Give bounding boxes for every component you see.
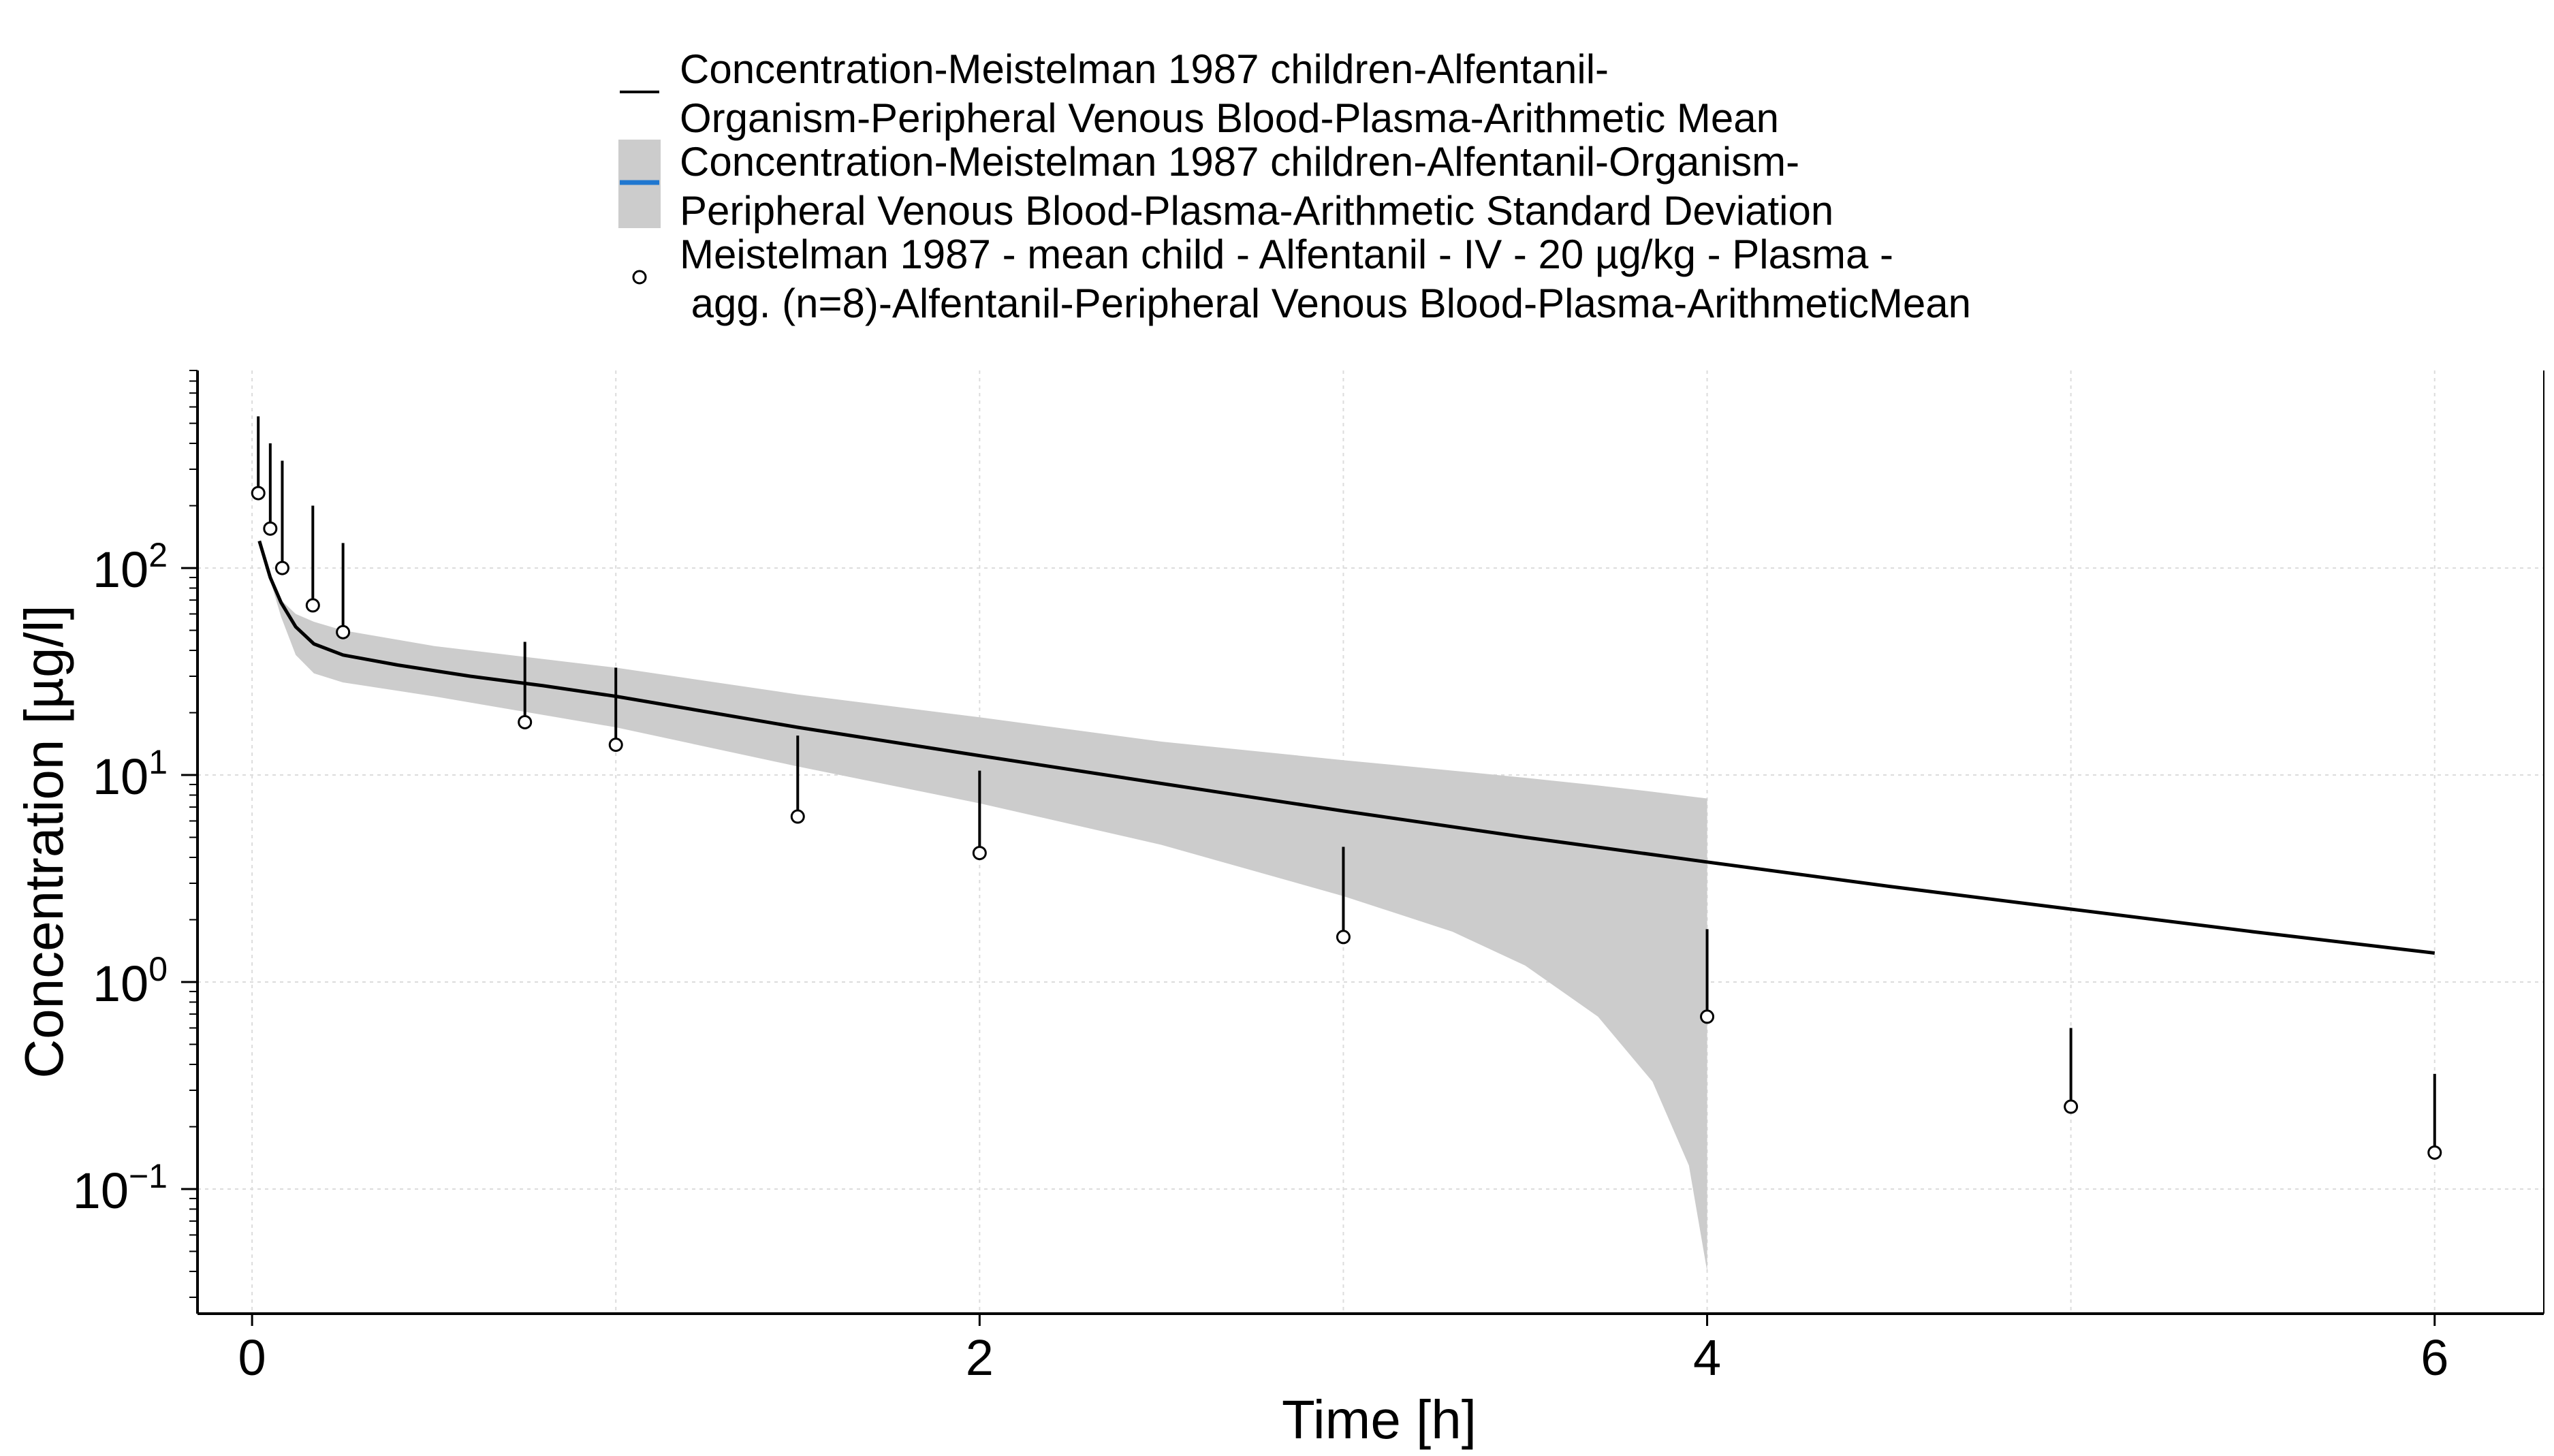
y-tick-label: 10−1 xyxy=(73,1157,168,1219)
x-axis-title: Time [h] xyxy=(1282,1389,1477,1450)
y-axis-title: Concentration [µg/l] xyxy=(14,605,74,1078)
x-tick-label: 6 xyxy=(2421,1329,2448,1386)
legend-sd-label-line2: Peripheral Venous Blood-Plasma-Arithmeti… xyxy=(680,188,1833,234)
grid-lines xyxy=(198,370,2544,1314)
observed-point xyxy=(274,560,289,575)
observed-point xyxy=(263,521,278,536)
x-tick-label: 4 xyxy=(1693,1329,1721,1386)
legend-mean-label-line2: Organism-Peripheral Venous Blood-Plasma-… xyxy=(680,95,1779,141)
x-tick-label: 0 xyxy=(238,1329,266,1386)
sd-band-layer xyxy=(266,563,1707,1271)
observed-point xyxy=(1700,1009,1715,1024)
y-axis-ticks: 10−1 100 101 102 xyxy=(73,370,198,1298)
observed-point-layer xyxy=(251,486,2442,1160)
mean-line-layer xyxy=(257,540,2435,955)
y-tick-label: 101 xyxy=(93,743,168,805)
legend-observed-marker-symbol xyxy=(632,270,647,285)
observed-point xyxy=(251,486,266,501)
legend-observed-label-line2: agg. (n=8)-Alfentanil-Peripheral Venous … xyxy=(680,281,1971,326)
observed-point xyxy=(2064,1099,2079,1114)
observed-point xyxy=(608,738,623,753)
observed-point xyxy=(336,624,351,639)
observed-point xyxy=(518,714,533,729)
legend-mean-label-line1: Concentration-Meistelman 1987 children-A… xyxy=(680,46,1609,92)
x-axis-ticks: 0 2 4 6 xyxy=(238,1314,2448,1386)
y-tick-label: 100 xyxy=(93,950,168,1012)
error-bar-layer xyxy=(257,416,2436,1147)
y-tick-label: 102 xyxy=(93,536,168,598)
x-tick-label: 2 xyxy=(966,1329,994,1386)
legend-observed-label-line1: Meistelman 1987 - mean child - Alfentani… xyxy=(680,232,1893,277)
legend: Concentration-Meistelman 1987 children-A… xyxy=(618,46,1971,326)
observed-point xyxy=(305,598,320,613)
observed-point xyxy=(972,846,987,861)
observed-point xyxy=(790,809,805,824)
sd-band xyxy=(266,563,1707,1271)
legend-sd-label-line1: Concentration-Meistelman 1987 children-A… xyxy=(680,139,1799,185)
mean-concentration-line xyxy=(257,540,2435,955)
observed-point xyxy=(2427,1145,2442,1160)
observed-point xyxy=(1336,930,1351,945)
